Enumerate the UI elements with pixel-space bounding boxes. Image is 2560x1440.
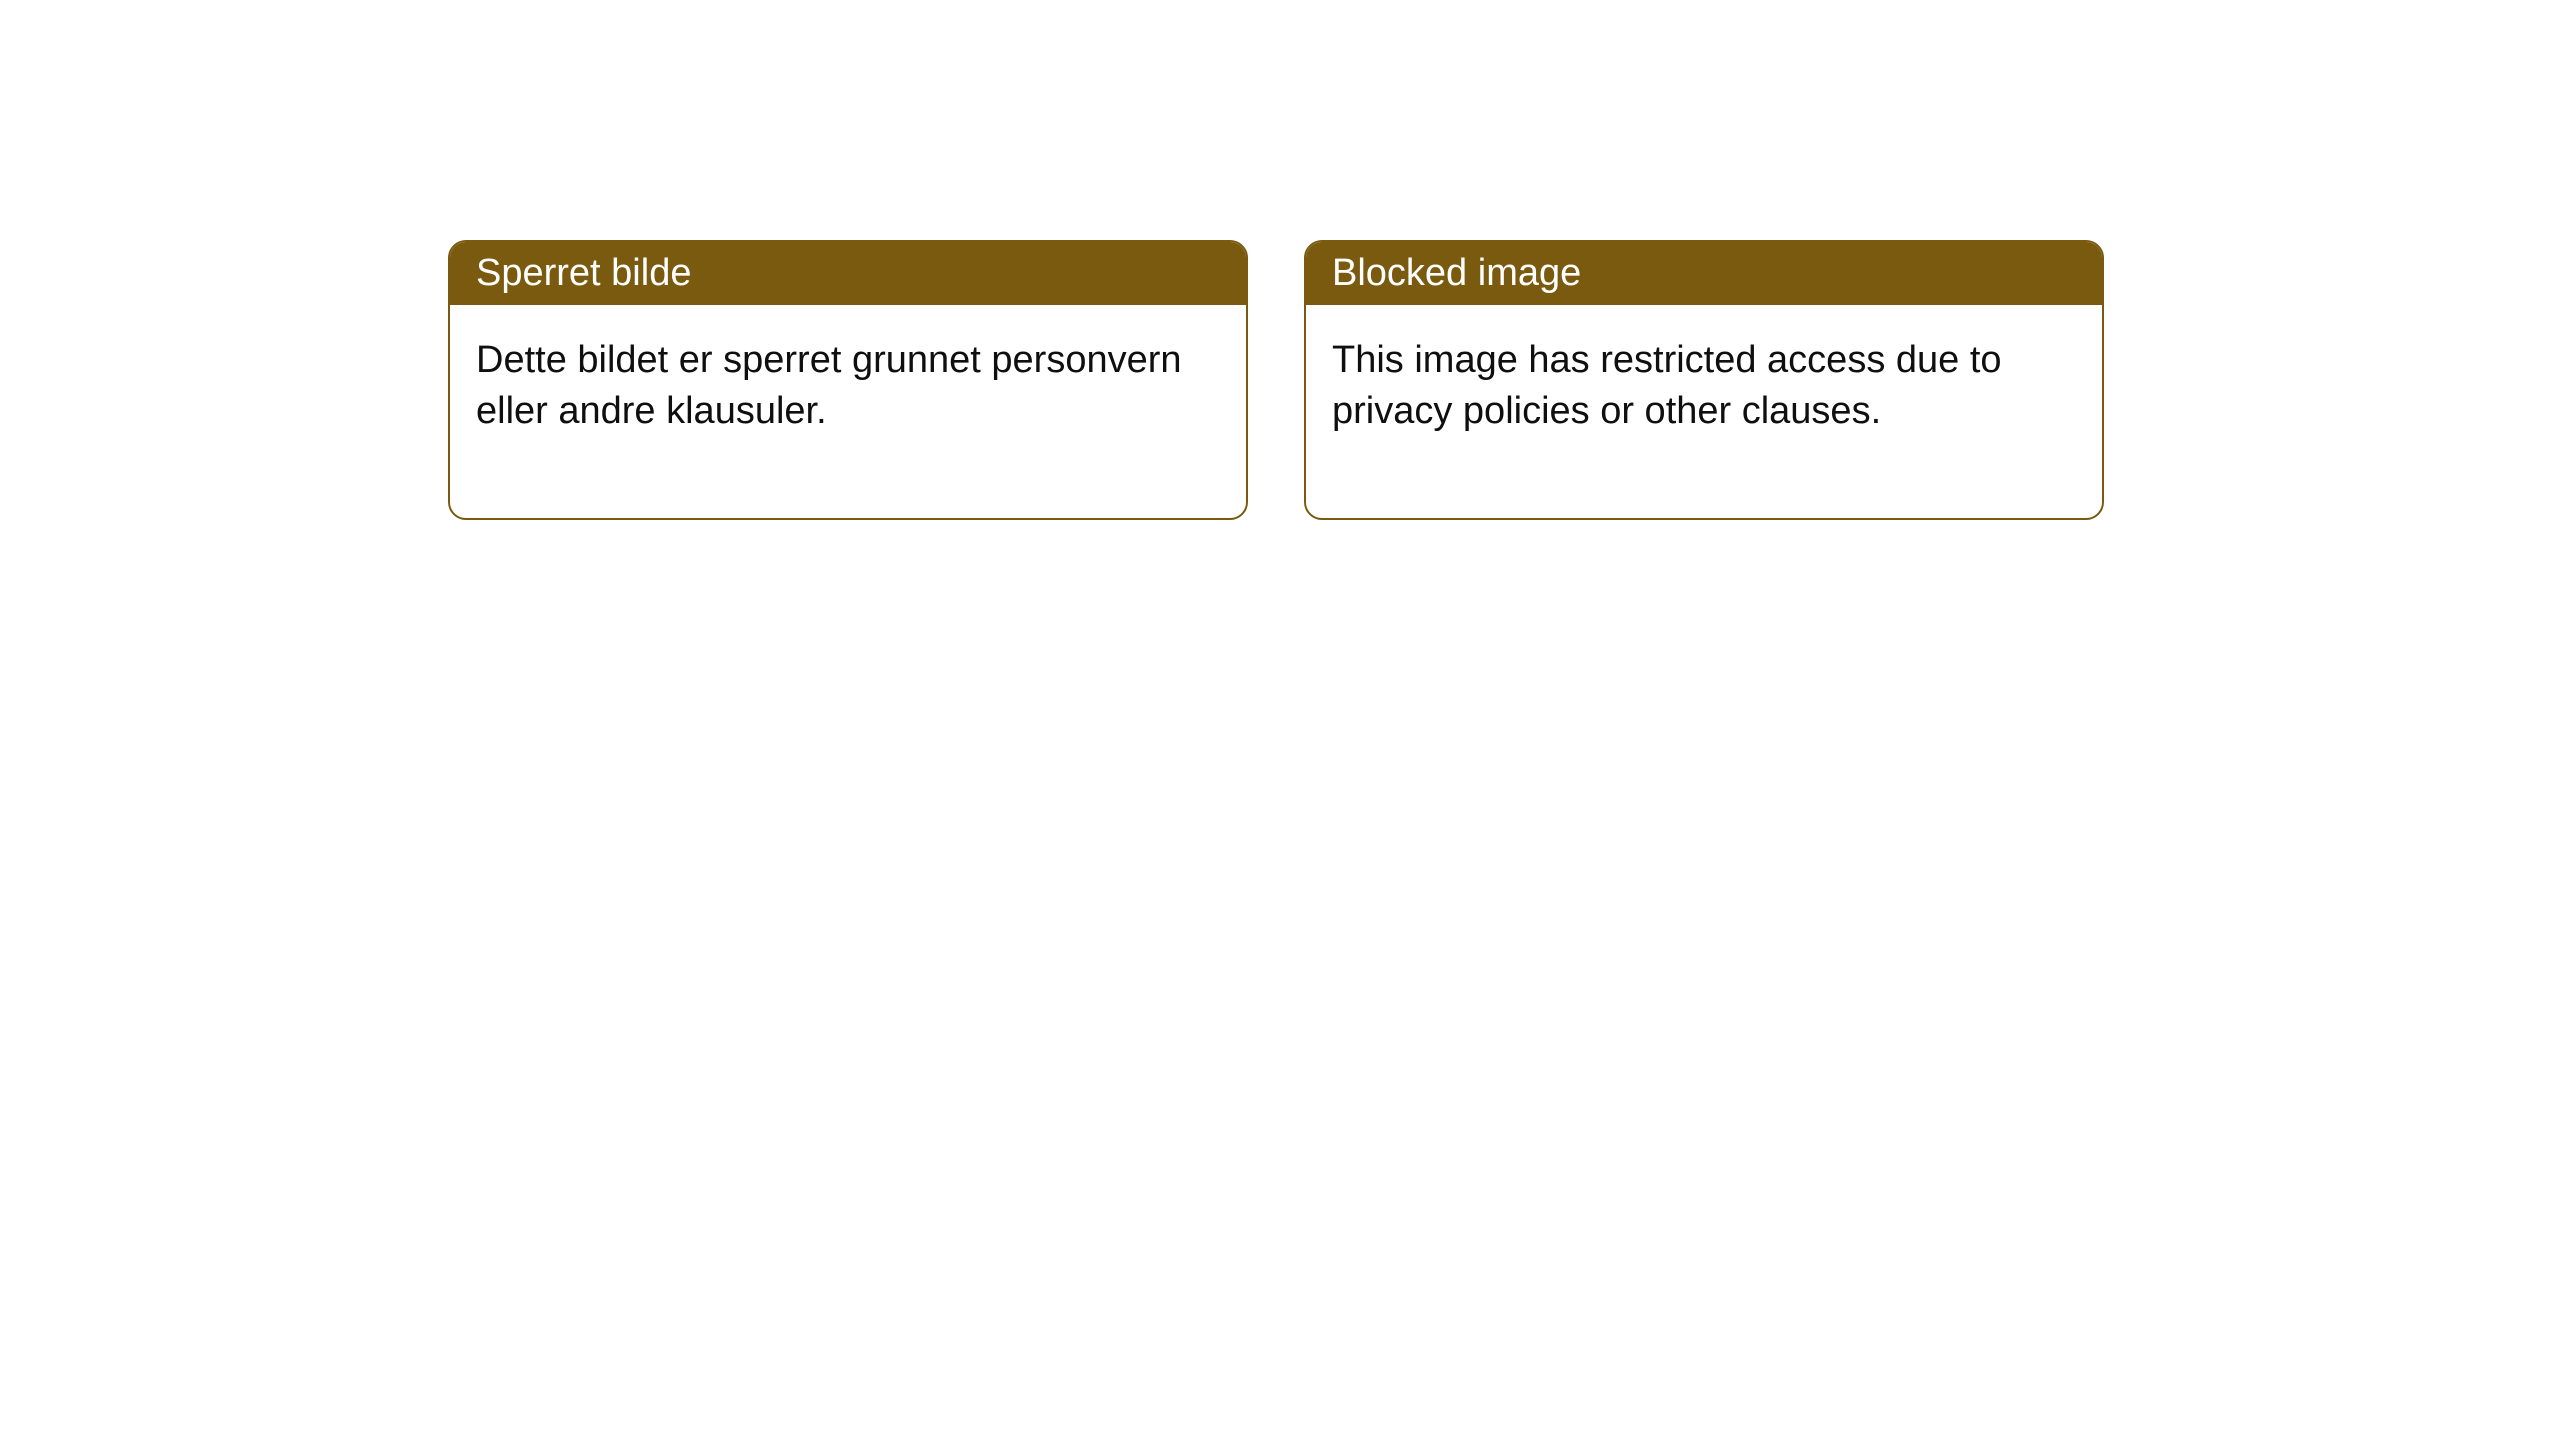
notice-card-body: This image has restricted access due to … [1306, 305, 2102, 518]
notice-card-body: Dette bildet er sperret grunnet personve… [450, 305, 1246, 518]
notice-card-english: Blocked image This image has restricted … [1304, 240, 2104, 520]
blocked-image-notices: Sperret bilde Dette bildet er sperret gr… [448, 240, 2104, 520]
notice-title: Blocked image [1332, 252, 1581, 294]
notice-card-header: Sperret bilde [450, 242, 1246, 305]
notice-body-text: Dette bildet er sperret grunnet personve… [476, 339, 1182, 432]
notice-title: Sperret bilde [476, 252, 691, 294]
notice-card-norwegian: Sperret bilde Dette bildet er sperret gr… [448, 240, 1248, 520]
notice-card-header: Blocked image [1306, 242, 2102, 305]
notice-body-text: This image has restricted access due to … [1332, 339, 2002, 432]
